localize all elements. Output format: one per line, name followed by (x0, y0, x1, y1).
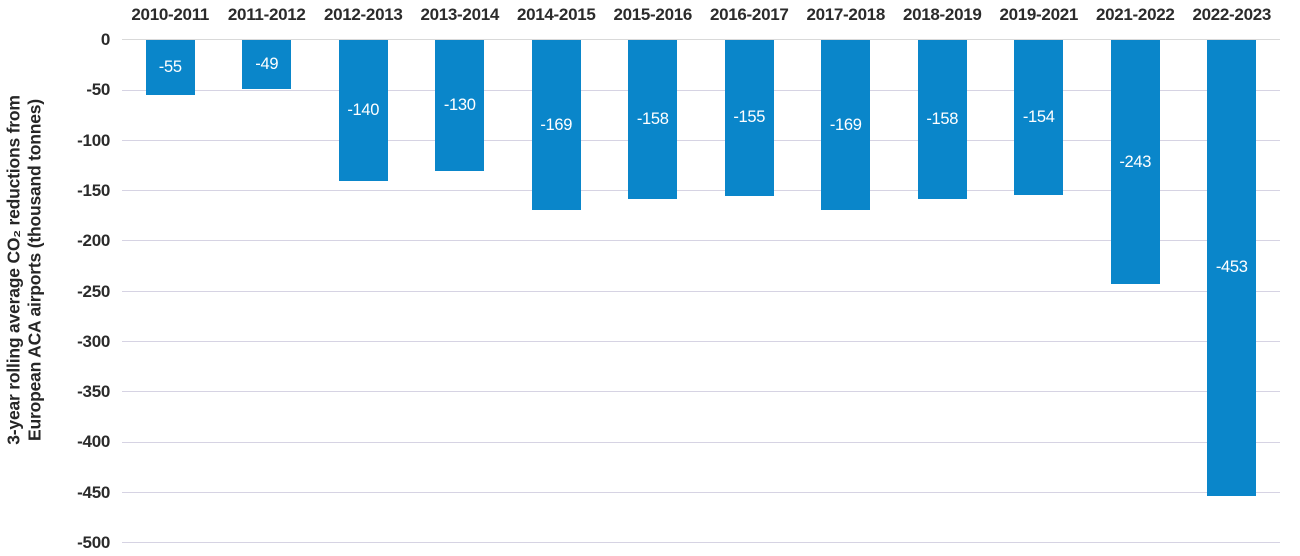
bar: -169 (821, 40, 871, 210)
x-category-label: 2022-2023 (1192, 5, 1272, 24)
bar-value-label: -453 (1215, 258, 1248, 277)
bar-value-label: -158 (926, 109, 959, 128)
x-category-label: 2021-2022 (1095, 5, 1175, 24)
y-axis-tick-labels: 0 -50 -100 -150 -200 -250 -300 -350 -400 -450 -500 (0, 30, 110, 556)
y-tick-label: -250 (77, 281, 110, 301)
bar: -140 (338, 40, 388, 181)
bar: -154 (1014, 40, 1064, 195)
bar: -55 (145, 40, 195, 96)
x-category-label: 2012-2013 (323, 5, 403, 24)
plot-area: -55 -49 -140 -130 -169 -158 -155 -169 -158 -154 -2… (122, 39, 1280, 544)
bar-value-label: -155 (733, 108, 766, 127)
y-tick-label: -500 (77, 533, 110, 552)
y-tick-label: -450 (77, 482, 110, 502)
bar-value-label: -158 (636, 109, 669, 128)
x-axis-labels: 2010-2011 2011-2012 2012-2013 2013-2014 2014… (122, 5, 1280, 27)
bar-value-label: -169 (829, 115, 862, 134)
y-tick-label: 0 (100, 30, 110, 49)
y-tick-label: -150 (77, 180, 110, 200)
gridline (122, 441, 1280, 443)
bar: -158 (628, 40, 678, 199)
bar-value-label: -140 (347, 100, 380, 119)
bar: -130 (435, 40, 485, 171)
gridline (122, 341, 1280, 343)
x-category-label: 2010-2011 (131, 5, 210, 24)
y-tick-label: -300 (77, 331, 110, 351)
bar: -155 (724, 40, 774, 196)
bar: -453 (1207, 40, 1257, 496)
x-category-label: 2015-2016 (613, 5, 693, 24)
bar-value-label: -169 (540, 115, 573, 134)
bar-value-label: -49 (255, 55, 279, 74)
y-tick-label: -50 (86, 80, 110, 100)
bar: -243 (1110, 40, 1160, 285)
bar-value-label: -243 (1119, 152, 1152, 171)
x-category-label: 2019-2021 (999, 5, 1079, 24)
gridline (122, 139, 1280, 141)
x-category-label: 2014-2015 (516, 5, 596, 24)
bar: -169 (531, 40, 581, 210)
x-category-label: 2018-2019 (902, 5, 982, 24)
gridline (122, 290, 1280, 292)
bar-value-label: -55 (158, 58, 182, 77)
x-category-label: 2016-2017 (709, 5, 789, 24)
bar: -158 (917, 40, 967, 199)
y-tick-label: -100 (77, 130, 110, 150)
y-tick-label: -200 (77, 231, 110, 251)
bar: -49 (242, 40, 292, 90)
zero-gridline (122, 39, 1280, 41)
y-tick-label: -400 (77, 432, 110, 452)
gridline (122, 190, 1280, 192)
gridline (122, 491, 1280, 493)
gridline (122, 542, 1280, 544)
x-category-label: 2017-2018 (806, 5, 886, 24)
gridline (122, 391, 1280, 393)
y-tick-label: -350 (77, 382, 110, 402)
gridline (122, 240, 1280, 242)
x-category-label: 2011-2012 (227, 5, 306, 24)
bar-value-label: -130 (443, 95, 476, 114)
x-category-label: 2013-2014 (420, 5, 500, 24)
bar-value-label: -154 (1022, 107, 1055, 126)
gridline (122, 89, 1280, 91)
